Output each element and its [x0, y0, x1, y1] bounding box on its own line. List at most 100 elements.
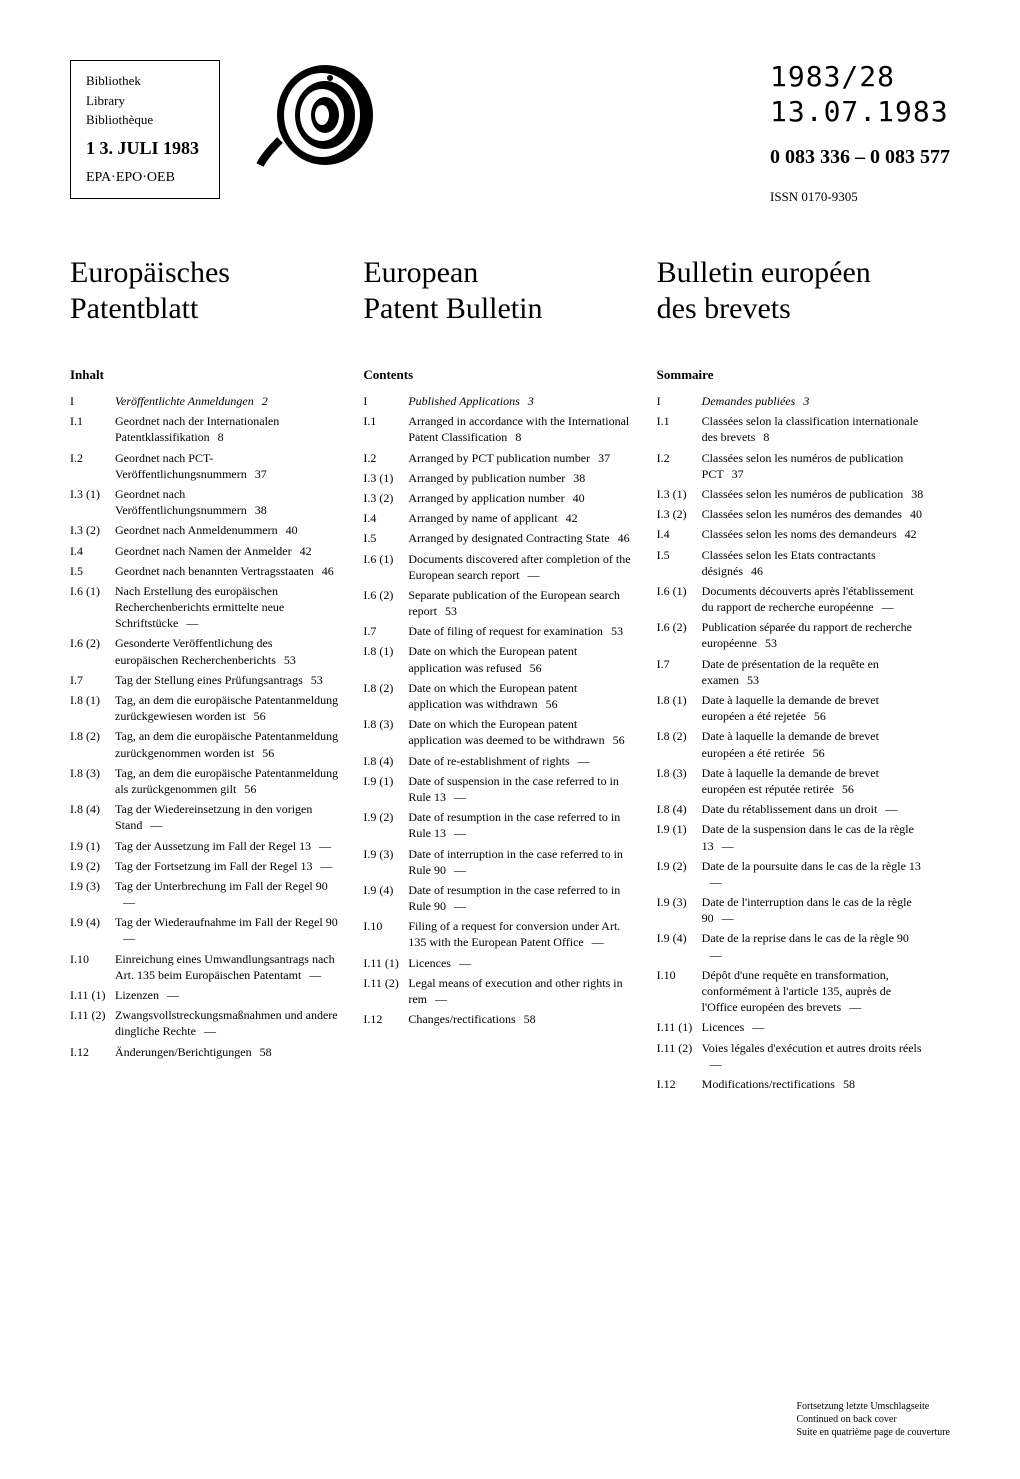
toc-entry-title: Date de présentation de la requête en ex…	[702, 657, 879, 687]
toc-entry: I.7Date de présentation de la requête en…	[657, 656, 925, 688]
toc-entry-text: Geordnet nach PCT-Veröffentlichungsnumme…	[115, 450, 338, 482]
toc-entry-number: I.11 (2)	[657, 1040, 702, 1072]
toc-entry-title: Date of resumption in the case referred …	[408, 883, 620, 913]
toc-entry-page: —	[309, 968, 321, 982]
toc-entry-title: Geordnet nach PCT-Veröffentlichungsnumme…	[115, 451, 247, 481]
toc-entry: I.2Arranged by PCT publication number37	[363, 450, 631, 466]
toc-entry-text: Geordnet nach der Internationalen Patent…	[115, 413, 338, 445]
toc-entry-text: Legal means of execution and other right…	[408, 975, 631, 1007]
toc-entry-number: I.8 (1)	[657, 692, 702, 724]
toc-entry-number: I.11 (1)	[70, 987, 115, 1003]
toc-entry-text: Date de l'interruption dans le cas de la…	[702, 894, 925, 926]
toc-entry-text: Geordnet nach Veröffentlichungsnummern38	[115, 486, 338, 518]
stamp-org: EPA·EPO·OEB	[86, 167, 204, 188]
toc-entry: I.12Modifications/rectifications58	[657, 1076, 925, 1092]
publication-titles: EuropäischesPatentblatt EuropeanPatent B…	[70, 255, 950, 327]
toc-entry-number: I.9 (3)	[70, 878, 115, 910]
toc-entry-text: Tag der Fortsetzung im Fall der Regel 13…	[115, 858, 338, 874]
toc-entry-text: Date of resumption in the case referred …	[408, 809, 631, 841]
toc-entry: I.9 (2)Date of resumption in the case re…	[363, 809, 631, 841]
toc-entry: I.9 (4)Date de la reprise dans le cas de…	[657, 930, 925, 962]
toc-entry-page: 56	[530, 661, 542, 675]
toc-entry-text: Zwangsvollstreckungsmaßnahmen und andere…	[115, 1007, 338, 1039]
toc-entry-page: —	[123, 895, 135, 909]
toc-entry-number: I.5	[363, 530, 408, 546]
toc-entry-number: I.5	[657, 547, 702, 579]
toc-entry-title: Geordnet nach der Internationalen Patent…	[115, 414, 279, 444]
toc-entry-page: 3	[803, 394, 809, 408]
toc-entry-page: —	[320, 859, 332, 873]
toc-entry-title: Date of re-establishment of rights	[408, 754, 569, 768]
toc-entry-text: Voies légales d'exécution et autres droi…	[702, 1040, 925, 1072]
toc-entry-number: I.10	[363, 918, 408, 950]
toc-entry-page: 8	[218, 430, 224, 444]
toc-entry-text: Arranged by application number40	[408, 490, 631, 506]
toc-entry-number: I.1	[657, 413, 702, 445]
toc-entry-page: —	[849, 1000, 861, 1014]
toc-entry-title: Date de la reprise dans le cas de la règ…	[702, 931, 909, 945]
issue-number: 1983/28	[770, 60, 950, 93]
toc-entry-page: —	[454, 790, 466, 804]
toc-entry-text: Tag, an dem die europäische Patentanmeld…	[115, 765, 338, 797]
toc-entry-page: 37	[255, 467, 267, 481]
toc-entry-text: Date de présentation de la requête en ex…	[702, 656, 925, 688]
toc-english: Contents IPublished Applications3I.1Arra…	[363, 367, 656, 1096]
toc-entry-title: Demandes publiées	[702, 394, 796, 408]
title-english: EuropeanPatent Bulletin	[363, 255, 656, 327]
toc-entry: I.2Classées selon les numéros de publica…	[657, 450, 925, 482]
toc-entry: I.6 (2)Separate publication of the Europ…	[363, 587, 631, 619]
toc-entry-text: Date à laquelle la demande de brevet eur…	[702, 728, 925, 760]
title-de-1: Europäisches	[70, 256, 230, 289]
toc-entry-page: —	[435, 992, 447, 1006]
issue-date: 13.07.1983	[770, 95, 950, 128]
toc-entry: I.9 (3)Date of interruption in the case …	[363, 846, 631, 878]
continuation-note: Fortsetzung letzte Umschlagseite Continu…	[796, 1400, 950, 1439]
toc-entry-number: I.2	[657, 450, 702, 482]
toc-entry-text: Geordnet nach Anmeldenummern40	[115, 522, 338, 538]
toc-entry-text: Arranged by publication number38	[408, 470, 631, 486]
toc-entry-text: Änderungen/Berichtigungen58	[115, 1044, 338, 1060]
toc-entry-text: Classées selon les numéros de publicatio…	[702, 450, 925, 482]
toc-entry-title: Zwangsvollstreckungsmaßnahmen und andere…	[115, 1008, 338, 1038]
toc-entry: I.5Classées selon les Etats contractants…	[657, 547, 925, 579]
toc-entry-text: Tag, an dem die europäische Patentanmeld…	[115, 728, 338, 760]
toc-entry-page: —	[528, 568, 540, 582]
toc-entry-number: I.3 (2)	[657, 506, 702, 522]
toc-french: Sommaire IDemandes publiées3I.1Classées …	[657, 367, 950, 1096]
stamp-line-1: Bibliothek	[86, 71, 204, 91]
toc-entry: I.8 (2)Date on which the European patent…	[363, 680, 631, 712]
toc-entry: I.9 (3)Date de l'interruption dans le ca…	[657, 894, 925, 926]
toc-entry-number: I.9 (2)	[657, 858, 702, 890]
toc-entry-text: Demandes publiées 3	[702, 393, 925, 409]
toc-entry: I.11 (2)Voies légales d'exécution et aut…	[657, 1040, 925, 1072]
toc-entry-number: I.9 (4)	[657, 930, 702, 962]
toc-entry: I.2Geordnet nach PCT-Veröffentlichungsnu…	[70, 450, 338, 482]
toc-entry-page: 53	[611, 624, 623, 638]
toc-entry: I.12Changes/rectifications58	[363, 1011, 631, 1027]
toc-entry: I.3 (1)Geordnet nach Veröffentlichungsnu…	[70, 486, 338, 518]
toc-entry-page: —	[578, 754, 590, 768]
toc-entry-number: I.8 (4)	[363, 753, 408, 769]
toc-entry-title: Licences	[702, 1020, 745, 1034]
toc-entry-title: Nach Erstellung des europäischen Recherc…	[115, 584, 284, 630]
toc-entry-page: 56	[814, 709, 826, 723]
toc-entry: I.8 (2)Date à laquelle la demande de bre…	[657, 728, 925, 760]
toc-entry-page: 56	[613, 733, 625, 747]
toc-entry-text: Changes/rectifications58	[408, 1011, 631, 1027]
toc-entry: I.10Einreichung eines Umwandlungsantrags…	[70, 951, 338, 983]
toc-entry-title: Classées selon la classification interna…	[702, 414, 919, 444]
toc-entry: IVeröffentlichte Anmeldungen2	[70, 393, 338, 409]
toc-entry-title: Date de la poursuite dans le cas de la r…	[702, 859, 921, 873]
toc-entry-number: I.8 (1)	[363, 643, 408, 675]
toc-entry: I.9 (4)Date of resumption in the case re…	[363, 882, 631, 914]
toc-entry-title: Date of resumption in the case referred …	[408, 810, 620, 840]
toc-entry: I.9 (2)Date de la poursuite dans le cas …	[657, 858, 925, 890]
toc-entry-text: Documents discovered after completion of…	[408, 551, 631, 583]
toc-entry-number: I.8 (4)	[657, 801, 702, 817]
toc-entry-title: Tag der Aussetzung im Fall der Regel 13	[115, 839, 311, 853]
toc-entry: I.6 (1)Nach Erstellung des europäischen …	[70, 583, 338, 632]
toc-entry-number: I.7	[70, 672, 115, 688]
toc-entry-page: 56	[546, 697, 558, 711]
toc-entry-title: Tag der Wiedereinsetzung in den vorigen …	[115, 802, 312, 832]
stamp-date: 1 3. JULI 1983	[86, 135, 204, 162]
